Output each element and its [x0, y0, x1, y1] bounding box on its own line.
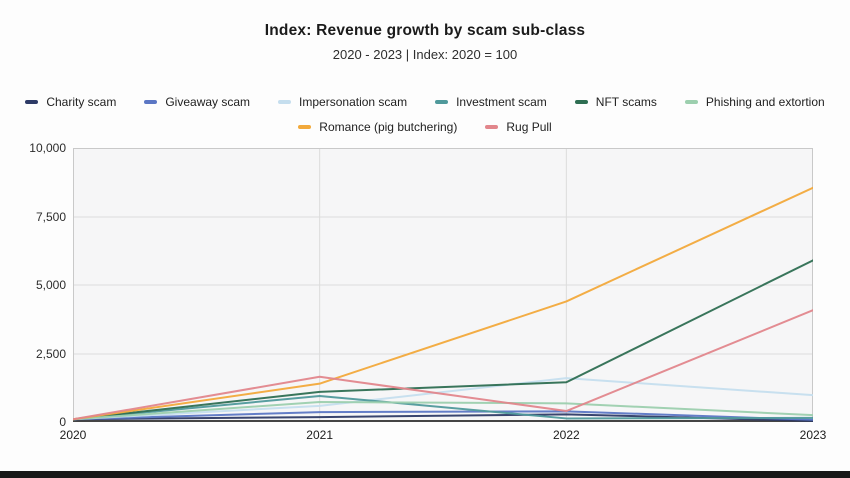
legend-item-label: Giveaway scam — [165, 95, 251, 109]
legend-item-label: Rug Pull — [506, 120, 552, 134]
legend-item-charity-scam[interactable]: Charity scam — [25, 95, 116, 109]
series-line-phishing-and-extortion — [72, 400, 814, 421]
legend-swatch-icon — [485, 125, 499, 129]
legend-item-romance-pig-butchering[interactable]: Romance (pig butchering) — [298, 120, 457, 134]
series-line-rug-pull — [72, 309, 814, 421]
legend-item-impersonation-scam[interactable]: Impersonation scam — [278, 95, 407, 109]
legend-item-investment-scam[interactable]: Investment scam — [435, 95, 547, 109]
chart-title: Index: Revenue growth by scam sub-class — [264, 22, 586, 39]
y-tick-label: 0 — [59, 415, 66, 429]
legend-swatch-icon — [435, 100, 449, 104]
legend-item-label: Impersonation scam — [299, 95, 408, 109]
series-line-investment-scam — [72, 394, 814, 421]
series-line-nft-scams — [72, 259, 814, 421]
x-tick-label: 2020 — [59, 428, 87, 442]
legend-item-rug-pull[interactable]: Rug Pull — [485, 120, 552, 134]
y-tick-label: 7,500 — [35, 209, 66, 224]
chart-header: Index: Revenue growth by scam sub-class … — [0, 22, 850, 62]
y-tick-label: 10,000 — [29, 141, 66, 155]
series-line-giveaway-scam — [72, 410, 814, 421]
y-tick-label: 5,000 — [35, 278, 66, 292]
legend-item-label: NFT scams — [595, 95, 657, 109]
legend-swatch-icon — [278, 100, 292, 104]
series-line-impersonation-scam — [72, 377, 814, 421]
y-tick-label: 2,500 — [35, 346, 66, 361]
legend-swatch-icon — [574, 100, 588, 104]
plot-area — [72, 147, 814, 422]
x-tick-label: 2021 — [306, 428, 333, 442]
legend-item-phishing-and-extortion[interactable]: Phishing and extortion — [684, 95, 825, 109]
x-tick-label: 2022 — [552, 428, 580, 442]
legend-item-label: Romance (pig butchering) — [319, 120, 458, 134]
legend-item-label: Phishing and extortion — [705, 95, 825, 109]
legend-item-giveaway-scam[interactable]: Giveaway scam — [144, 95, 250, 109]
legend-swatch-icon — [684, 100, 698, 104]
series-line-romance-pig-butchering — [72, 186, 814, 421]
legend: Charity scam Giveaway scam Impersonation s… — [20, 95, 830, 134]
x-tick-label: 2023 — [799, 428, 827, 442]
legend-swatch-icon — [298, 125, 312, 129]
footer-bar — [0, 471, 850, 478]
legend-item-label: Investment scam — [456, 95, 547, 109]
line-chart-plot — [72, 147, 814, 422]
legend-swatch-icon — [25, 100, 39, 104]
chart-subtitle: 2020 - 2023 | Index: 2020 = 100 — [332, 47, 518, 62]
legend-item-nft-scams[interactable]: NFT scams — [574, 95, 657, 109]
legend-item-label: Charity scam — [46, 95, 117, 109]
legend-swatch-icon — [144, 100, 158, 104]
